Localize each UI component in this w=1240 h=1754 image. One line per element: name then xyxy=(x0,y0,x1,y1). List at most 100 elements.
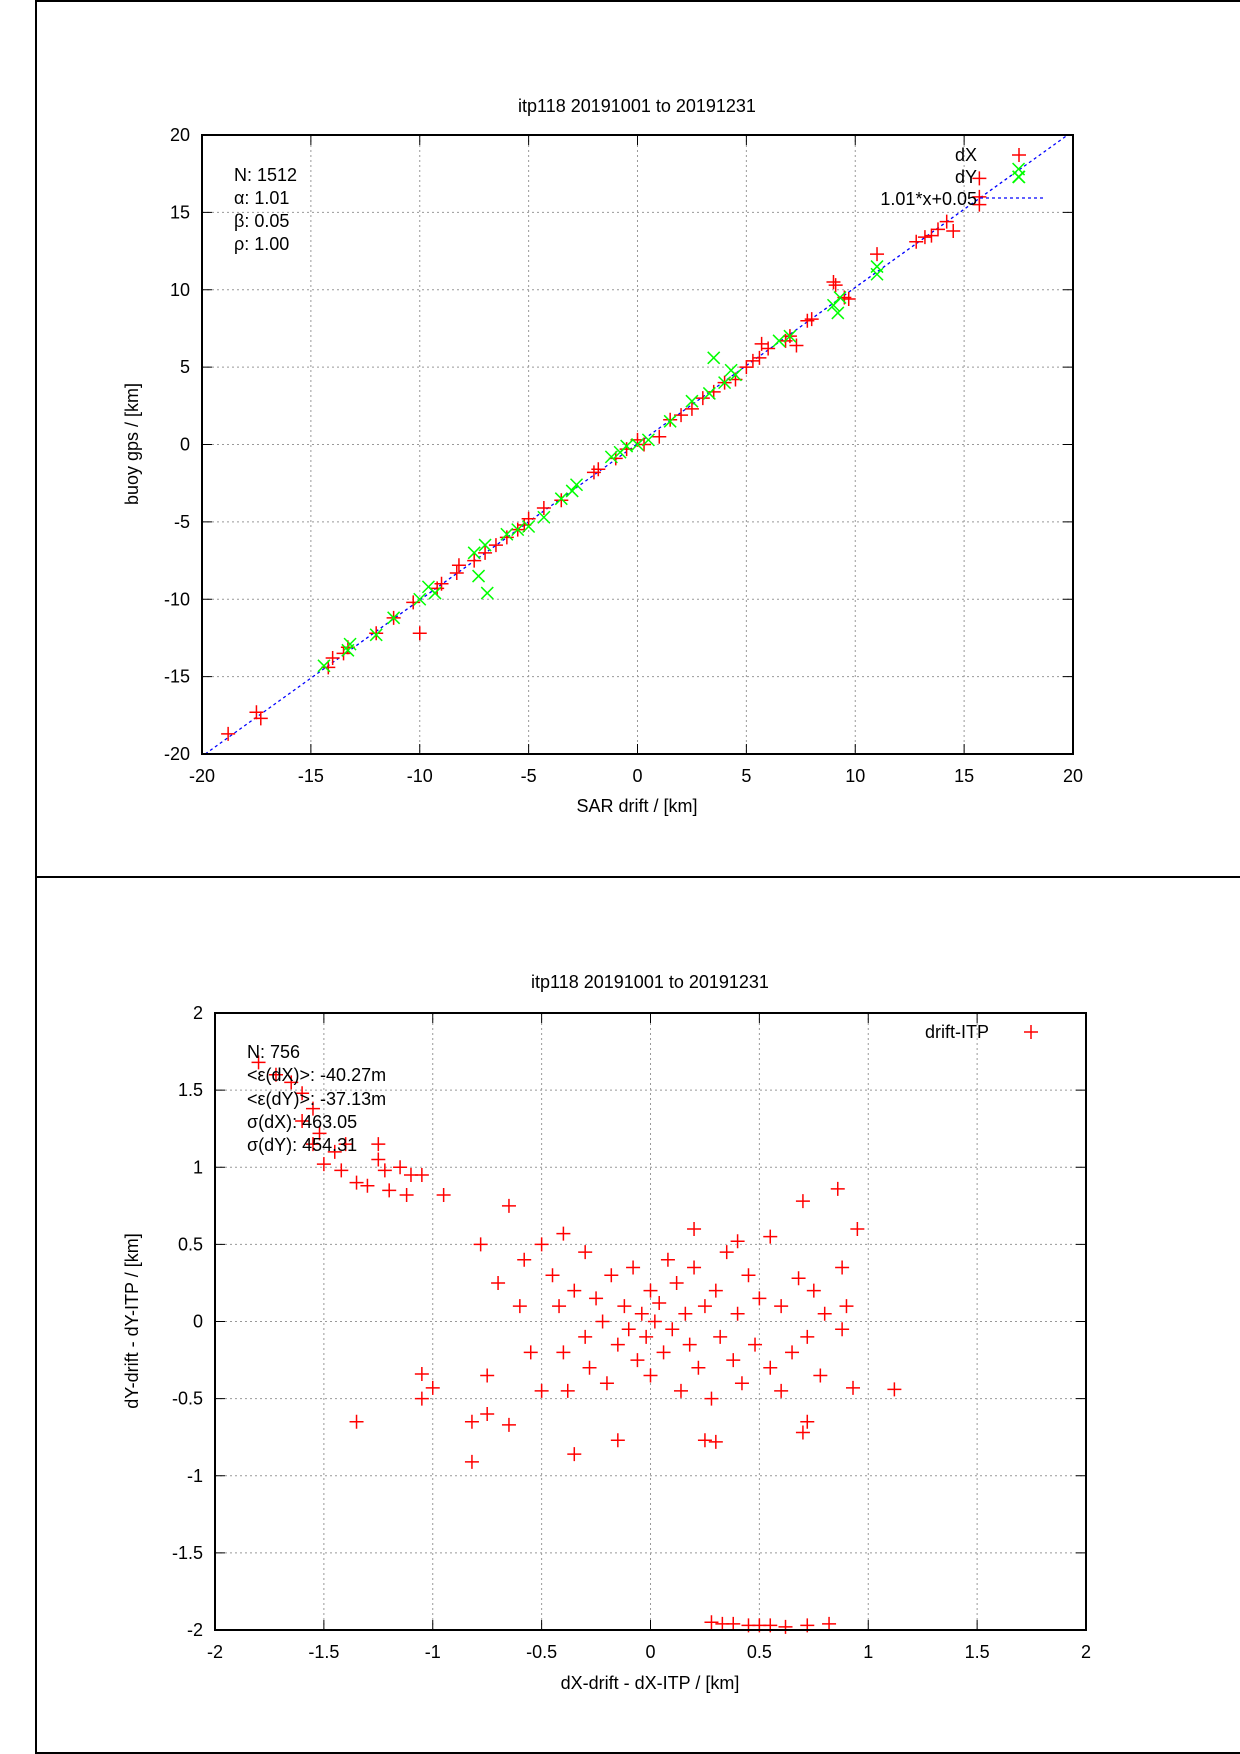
x-tick-label: -1.5 xyxy=(308,1642,339,1662)
data-point-dx xyxy=(739,360,754,375)
data-point-dx xyxy=(745,353,760,368)
data-point-drift-itp xyxy=(534,1237,549,1252)
y-tick-label: 1.5 xyxy=(178,1080,203,1100)
legend-dx-label: dX xyxy=(955,145,977,165)
data-point-dx xyxy=(789,338,804,353)
data-point-drift-itp xyxy=(599,1376,614,1391)
x-tick-label: 0 xyxy=(645,1642,655,1662)
legend-marker xyxy=(1024,1025,1038,1039)
data-point-drift-itp xyxy=(630,1353,645,1368)
data-point-drift-itp xyxy=(556,1226,571,1241)
data-point-drift-itp xyxy=(578,1329,593,1344)
y-tick-label: 0 xyxy=(180,435,190,455)
data-point-drift-itp xyxy=(682,1337,697,1352)
data-point-drift-itp xyxy=(835,1260,850,1275)
data-point-dy xyxy=(604,450,618,464)
y-tick-label: -20 xyxy=(164,744,190,764)
data-point-dy xyxy=(870,260,884,274)
data-point-drift-itp xyxy=(665,1322,680,1337)
data-point-dx xyxy=(478,545,493,560)
data-point-dy xyxy=(831,306,845,320)
data-point-dx xyxy=(499,530,514,545)
data-point-dx xyxy=(972,197,987,212)
residual-chart: -2 -1.5 -1 -0.5 0 0.5 1 1.5 2 -2 -1.5 -1 -0.5 0 0.5 1 1.… xyxy=(122,972,1091,1693)
data-point-drift-itp xyxy=(414,1366,429,1381)
data-point-drift-itp xyxy=(643,1368,658,1383)
data-point-drift-itp xyxy=(778,1619,793,1634)
y-axis-label: buoy gps / [km] xyxy=(122,383,142,505)
data-point-drift-itp xyxy=(785,1345,800,1360)
data-point-drift-itp xyxy=(822,1616,837,1631)
data-point-dy xyxy=(413,592,427,606)
data-point-dy xyxy=(707,351,721,365)
data-point-drift-itp xyxy=(652,1295,667,1310)
data-point-drift-itp xyxy=(595,1314,610,1329)
chart-title: itp118 20191001 to 20191231 xyxy=(518,96,756,116)
data-point-dy xyxy=(685,394,699,408)
drift-comparison-chart: -20 -15 -10 -5 0 5 10 15 20 -20 -15 -10 -5 0 5 10 15 20 i… xyxy=(122,96,1083,816)
data-point-drift-itp xyxy=(610,1433,625,1448)
data-point-drift-itp xyxy=(741,1268,756,1283)
data-point-drift-itp xyxy=(850,1221,865,1236)
data-point-dy xyxy=(500,527,514,541)
data-point-dx xyxy=(674,408,689,423)
data-point-drift-itp xyxy=(512,1299,527,1314)
data-point-drift-itp xyxy=(436,1188,451,1203)
plot-frame xyxy=(214,1012,1087,1631)
data-point-drift-itp xyxy=(425,1380,440,1395)
data-point-drift-itp xyxy=(669,1275,684,1290)
data-point-dy xyxy=(537,510,551,524)
data-point-drift-itp xyxy=(360,1178,375,1193)
x-tick-label: 1.5 xyxy=(965,1642,990,1662)
data-point-drift-itp xyxy=(763,1360,778,1375)
data-point-drift-itp xyxy=(730,1234,745,1249)
stat-n: N: 1512 xyxy=(234,165,297,185)
data-point-drift-itp xyxy=(708,1434,723,1449)
data-point-drift-itp xyxy=(295,1086,310,1101)
data-point-dx xyxy=(930,222,945,237)
data-point-drift-itp xyxy=(251,1055,266,1070)
data-point-dx xyxy=(972,171,987,186)
data-point-dy xyxy=(554,492,568,506)
data-point-dx xyxy=(591,462,606,477)
data-point-drift-itp xyxy=(846,1380,861,1395)
data-point-drift-itp xyxy=(382,1183,397,1198)
data-point-drift-itp xyxy=(480,1368,495,1383)
data-point-drift-itp xyxy=(621,1322,636,1337)
y-tick-label: 20 xyxy=(170,125,190,145)
x-tick-label: -1 xyxy=(425,1642,441,1662)
data-point-dx xyxy=(841,292,856,307)
data-point-drift-itp xyxy=(791,1271,806,1286)
x-tick-label: 5 xyxy=(741,766,751,786)
data-point-drift-itp xyxy=(800,1329,815,1344)
data-point-drift-itp xyxy=(817,1306,832,1321)
legend-dx-marker xyxy=(1012,148,1026,162)
data-point-dy xyxy=(663,414,677,428)
data-point-dx xyxy=(321,660,336,675)
data-point-dx xyxy=(521,511,536,526)
data-point-drift-itp xyxy=(578,1245,593,1260)
y-tick-label: -15 xyxy=(164,667,190,687)
data-point-dx xyxy=(870,247,885,262)
data-point-dx xyxy=(536,500,551,515)
data-point-dx xyxy=(706,384,721,399)
data-point-dy xyxy=(522,519,536,534)
stat-rho: ρ: 1.00 xyxy=(234,234,289,254)
data-point-drift-itp xyxy=(517,1252,532,1267)
data-point-drift-itp xyxy=(643,1283,658,1298)
x-axis-label: SAR drift / [km] xyxy=(576,796,697,816)
data-point-drift-itp xyxy=(752,1291,767,1306)
data-point-drift-itp xyxy=(491,1275,506,1290)
data-point-drift-itp xyxy=(556,1345,571,1360)
y-tick-label: 1 xyxy=(193,1157,203,1177)
data-point-drift-itp xyxy=(626,1260,641,1275)
data-point-drift-itp xyxy=(268,1067,283,1082)
data-point-drift-itp xyxy=(748,1337,763,1352)
data-point-drift-itp xyxy=(604,1268,619,1283)
data-point-dx xyxy=(619,442,634,457)
data-point-drift-itp xyxy=(713,1329,728,1344)
tick-labels: -20 -15 -10 -5 0 5 10 15 20 -20 -15 -10 -5 0 5 10 15 20 xyxy=(164,125,1083,786)
legend-dy-marker xyxy=(1012,170,1026,184)
data-point-drift-itp xyxy=(582,1360,597,1375)
x-tick-label: -0.5 xyxy=(526,1642,557,1662)
